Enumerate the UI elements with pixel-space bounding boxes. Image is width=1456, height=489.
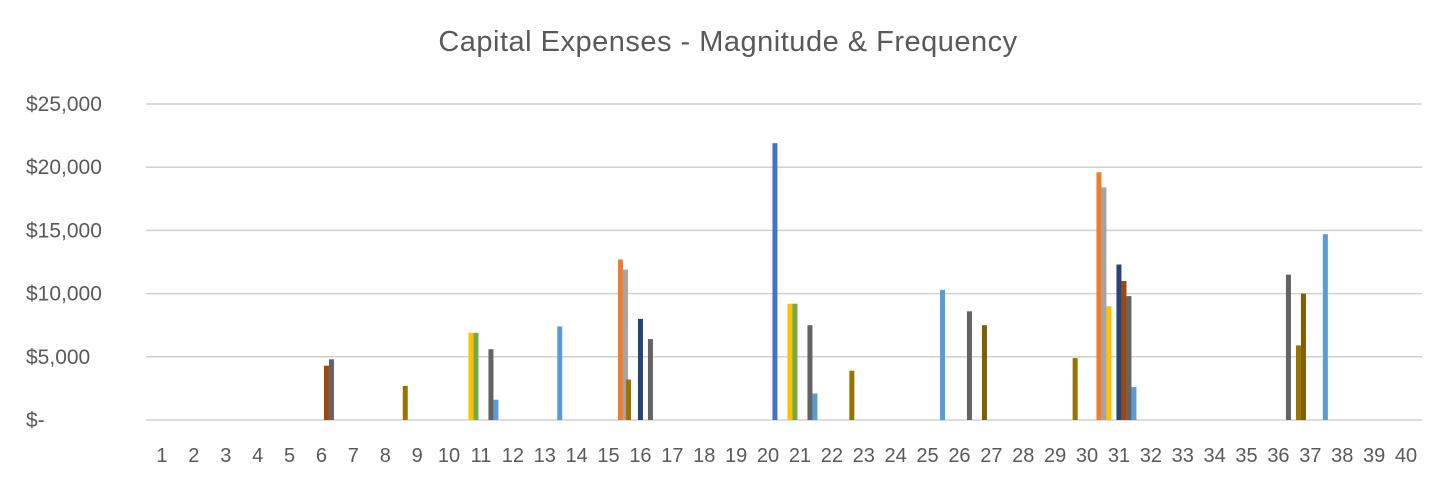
x-tick-label: 22	[821, 445, 843, 467]
chart-title: Capital Expenses - Magnitude & Frequency	[438, 26, 1018, 58]
x-tick-label: 6	[316, 445, 327, 467]
x-tick-label: 21	[789, 445, 811, 467]
y-tick-label: $20,000	[26, 156, 102, 179]
x-tick-label: 7	[348, 445, 359, 467]
x-tick-label: 23	[853, 445, 875, 467]
x-tick-label: 24	[885, 445, 907, 467]
bar-cat-11-series-7	[488, 349, 494, 420]
x-tick-label: 30	[1076, 445, 1098, 467]
bar-cat-31-series-8	[1131, 387, 1137, 420]
bar-cat-16-series-1	[617, 259, 623, 420]
x-tick-label: 12	[502, 445, 524, 467]
x-tick-label: 15	[597, 445, 619, 467]
bar-cat-31-series-1	[1096, 172, 1102, 420]
bar-cat-16-series-2	[622, 269, 628, 420]
bar-cat-21-series-8	[812, 393, 818, 420]
bar-cat-22-series-9	[849, 370, 855, 420]
bar-cat-36-series-9	[1295, 345, 1301, 420]
bar-cat-21-series-4	[792, 303, 798, 420]
x-tick-label: 35	[1235, 445, 1257, 467]
bar-cat-13-series-8	[557, 326, 563, 420]
x-tick-label: 27	[980, 445, 1002, 467]
x-tick-label: 26	[948, 445, 970, 467]
bar-cat-37-series-8	[1322, 234, 1328, 420]
bar-cat-25-series-8	[940, 289, 946, 420]
bar-cat-31-series-2	[1101, 187, 1107, 420]
x-tick-label: 16	[629, 445, 651, 467]
bar-cat-11-series-8	[493, 399, 499, 420]
x-tick-label: 34	[1204, 445, 1226, 467]
x-tick-label: 5	[284, 445, 295, 467]
bar-cat-21-series-7	[807, 325, 813, 420]
bar-cat-31-series-5	[1116, 264, 1122, 420]
y-tick-label: $5,000	[26, 346, 90, 369]
x-tick-label: 11	[471, 445, 492, 467]
x-tick-label: 29	[1044, 445, 1066, 467]
x-tick-label: 9	[412, 445, 423, 467]
x-tick-label: 10	[438, 445, 460, 467]
x-tick-label: 33	[1172, 445, 1194, 467]
bar-cat-26-series-7	[966, 311, 972, 420]
bar-cat-31-series-6	[1121, 280, 1127, 420]
bar-cat-16-series-5	[637, 318, 643, 420]
x-tick-label: 3	[220, 445, 231, 467]
x-tick-label: 28	[1012, 445, 1034, 467]
bar-cat-29-series-9	[1072, 358, 1078, 420]
bar-cat-11-series-4	[473, 332, 479, 420]
x-tick-label: 1	[156, 445, 167, 467]
x-tick-label: 8	[380, 445, 391, 467]
x-axis-ticks: 1 2 3 4 5 6 7 8 9 10 11 12 13 14 15 16 17 18 19 20 21 22 23 24 2…	[156, 445, 1417, 467]
x-tick-label: 31	[1108, 445, 1130, 467]
y-tick-label: $10,000	[26, 283, 102, 306]
bars	[323, 143, 1328, 420]
x-tick-label: 18	[693, 445, 715, 467]
bar-cat-6-series-7	[328, 359, 334, 420]
x-tick-label: 20	[757, 445, 779, 467]
x-tick-label: 32	[1140, 445, 1162, 467]
bar-cat-31-series-7	[1126, 296, 1132, 420]
x-tick-label: 19	[725, 445, 747, 467]
x-tick-label: 40	[1395, 445, 1417, 467]
bar-cat-21-series-3	[787, 303, 793, 420]
x-tick-label: 36	[1267, 445, 1289, 467]
bar-cat-36-series-7	[1285, 274, 1291, 420]
bar-cat-36-series-10	[1300, 293, 1306, 420]
x-tick-label: 13	[534, 445, 556, 467]
x-tick-label: 4	[252, 445, 263, 467]
x-tick-label: 25	[916, 445, 938, 467]
x-tick-label: 39	[1363, 445, 1385, 467]
bar-cat-26-series-10	[981, 325, 987, 420]
y-axis-ticks: $- $5,000 $10,000 $15,000 $20,000 $25,000	[26, 93, 102, 432]
bar-cat-15-series-9	[626, 379, 632, 420]
x-tick-label: 37	[1299, 445, 1321, 467]
y-tick-label: $-	[26, 409, 45, 432]
gridlines	[146, 103, 1422, 421]
bar-cat-11-series-3	[468, 332, 474, 420]
x-tick-label: 17	[661, 445, 683, 467]
y-tick-label: $15,000	[26, 219, 102, 242]
bar-cat-6-series-6	[323, 365, 329, 420]
bar-cat-16-series-7	[647, 339, 653, 420]
bar-cat-21-series-0	[772, 143, 778, 420]
x-tick-label: 38	[1331, 445, 1353, 467]
x-tick-label: 2	[188, 445, 199, 467]
bar-cat-8-series-9	[402, 385, 408, 420]
y-tick-label: $25,000	[26, 93, 102, 116]
bar-cat-31-series-3	[1106, 306, 1112, 420]
x-tick-label: 14	[566, 445, 588, 467]
